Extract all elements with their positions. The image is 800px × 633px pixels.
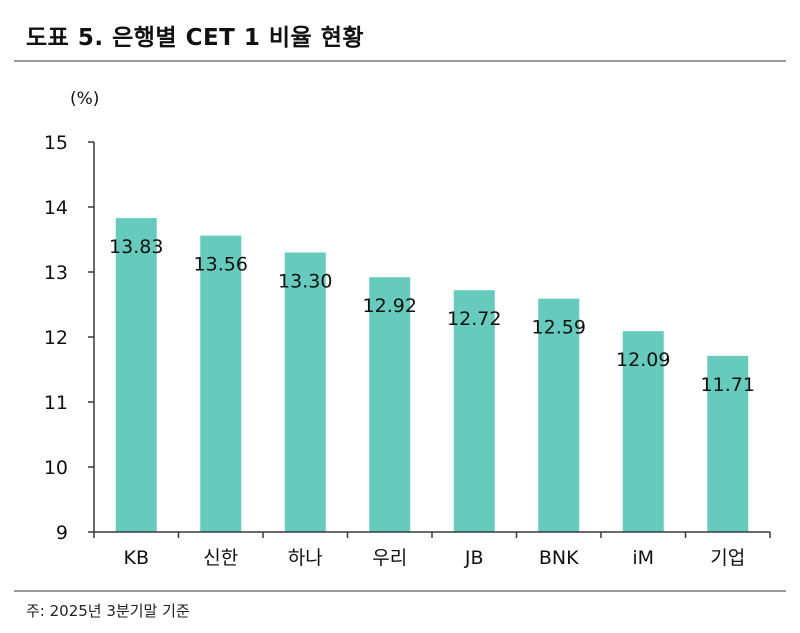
x-category-label: iM (632, 547, 654, 569)
title-divider (14, 60, 786, 62)
bar-chart: (%) 9 10 11 12 13 14 15 13.83 13.56 13.30 12.92 12… (44, 89, 771, 569)
bar-1 (115, 218, 157, 533)
bar-3 (284, 252, 326, 532)
unit-label: (%) (70, 89, 99, 109)
x-category-label: 신한 (203, 547, 238, 569)
bar-data-label: 12.92 (363, 295, 417, 317)
bar-data-label: 12.09 (616, 349, 670, 371)
footnote-divider (14, 590, 786, 592)
bar-6 (538, 298, 580, 532)
y-tick-label: 14 (44, 197, 68, 219)
x-category-label: 하나 (288, 547, 323, 569)
x-category-label: KB (124, 547, 150, 569)
bar-4 (369, 277, 411, 532)
bar-5 (453, 290, 495, 532)
y-tick-label: 11 (44, 392, 68, 414)
chart-title: 도표 5. 은행별 CET 1 비율 현황 (26, 25, 365, 51)
footnote: 주: 2025년 3분기말 기준 (26, 602, 190, 620)
bar-data-label: 13.83 (109, 236, 163, 258)
bar-data-label: 13.56 (194, 254, 248, 276)
y-tick-label: 12 (44, 327, 68, 349)
y-axis: 9 10 11 12 13 14 15 (44, 132, 95, 544)
x-category-label: JB (464, 547, 484, 569)
y-tick-label: 13 (44, 262, 68, 284)
bar-7 (622, 331, 664, 532)
bar-data-label: 11.71 (701, 374, 755, 396)
x-axis: KB 신한 하나 우리 JB BNK iM 기업 (93, 531, 771, 569)
y-tick-label: 15 (44, 132, 68, 154)
y-tick-label: 10 (44, 457, 68, 479)
bars: 13.83 13.56 13.30 12.92 12.72 12.59 12.09 11.71 (109, 218, 755, 533)
x-category-label: 우리 (372, 547, 407, 569)
bar-2 (200, 235, 242, 532)
x-category-label: BNK (539, 547, 579, 569)
y-tick-label: 9 (56, 522, 68, 544)
bar-data-label: 12.72 (447, 308, 501, 330)
x-category-label: 기업 (710, 547, 745, 569)
bar-8 (707, 355, 749, 532)
bar-data-label: 12.59 (532, 317, 586, 339)
bar-data-label: 13.30 (278, 271, 332, 293)
